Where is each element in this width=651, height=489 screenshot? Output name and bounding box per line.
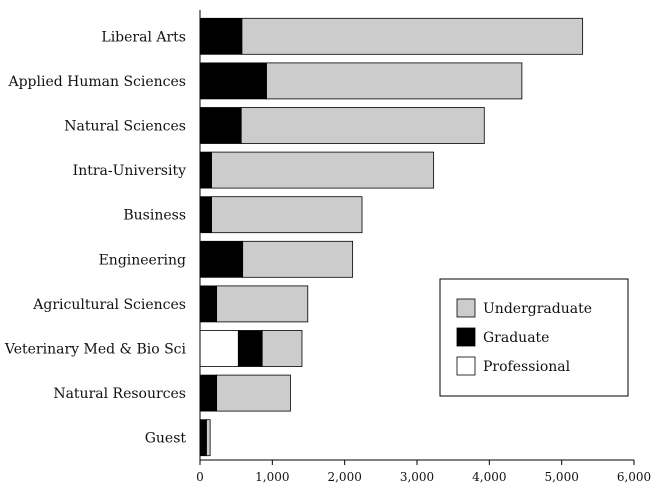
- bar-professional-7: [199, 330, 239, 367]
- bar-undergraduate-2: [240, 107, 485, 144]
- legend-label-professional: Professional: [483, 359, 571, 375]
- bar-graduate-4: [199, 196, 212, 234]
- x-axis: 0 1,000 2,000 3,000 4,000 5,000 6,000: [196, 10, 651, 484]
- bars-group: [199, 17, 584, 457]
- legend-label-graduate: Graduate: [483, 330, 549, 346]
- category-label: Applied Human Sciences: [7, 74, 186, 90]
- bar-undergraduate-9: [206, 419, 211, 457]
- bar-undergraduate-7: [261, 330, 303, 367]
- bar-undergraduate-3: [211, 151, 435, 189]
- x-tick-label: 0: [196, 470, 204, 484]
- bar-graduate-7: [237, 330, 263, 367]
- x-tick-label: 3,000: [400, 470, 434, 484]
- legend-swatch-graduate: [456, 327, 476, 347]
- x-tick-label: 1,000: [255, 470, 289, 484]
- legend: Undergraduate Graduate Professional: [439, 278, 629, 397]
- bar-undergraduate-4: [211, 196, 363, 234]
- category-label: Business: [123, 208, 186, 224]
- category-label: Veterinary Med & Bio Sci: [4, 342, 187, 358]
- bar-undergraduate-1: [266, 62, 523, 100]
- bar-graduate-5: [199, 240, 244, 278]
- bar-undergraduate-6: [216, 285, 309, 323]
- bar-graduate-6: [199, 285, 218, 323]
- x-tick-label: 5,000: [544, 470, 578, 484]
- bar-undergraduate-5: [242, 240, 354, 278]
- category-label: Agricultural Sciences: [32, 297, 186, 313]
- category-label: Guest: [145, 431, 187, 447]
- category-label: Natural Sciences: [64, 119, 186, 135]
- bar-graduate-2: [199, 107, 242, 144]
- category-label: Engineering: [99, 252, 186, 268]
- x-tick-label: 4,000: [472, 470, 506, 484]
- bar-graduate-9: [199, 419, 207, 457]
- bar-graduate-3: [199, 151, 212, 189]
- category-label: Natural Resources: [53, 386, 186, 402]
- legend-swatch-professional: [456, 356, 476, 376]
- bar-graduate-1: [199, 62, 267, 100]
- x-tick-label: 2,000: [327, 470, 361, 484]
- category-label: Liberal Arts: [101, 29, 186, 45]
- bar-graduate-0: [199, 17, 243, 55]
- bar-undergraduate-8: [216, 374, 291, 412]
- bar-graduate-8: [199, 374, 218, 412]
- bar-undergraduate-0: [241, 17, 584, 55]
- category-labels: Liberal Arts Applied Human Sciences Natura…: [4, 29, 187, 446]
- x-tick-label: 6,000: [617, 470, 651, 484]
- category-label: Intra-University: [73, 163, 186, 179]
- legend-swatch-undergraduate: [456, 298, 476, 318]
- legend-label-undergraduate: Undergraduate: [483, 301, 592, 317]
